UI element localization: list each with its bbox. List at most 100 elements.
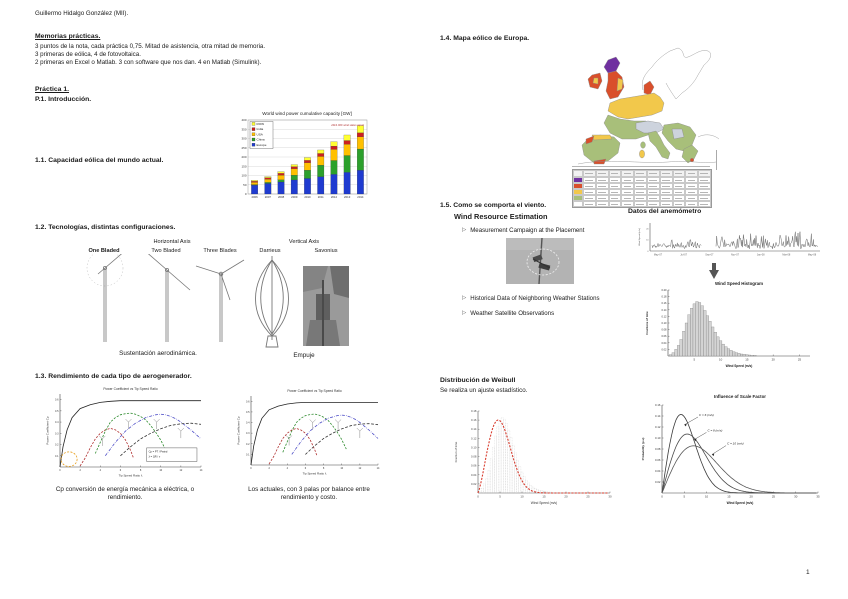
legend-cell — [672, 177, 686, 183]
legend-color-swatch — [573, 177, 583, 183]
legend-cell — [685, 170, 699, 177]
author-line: Guillermo Hidalgo González (MII). — [35, 10, 129, 17]
legend-color-swatch — [573, 201, 583, 207]
svg-text:10: 10 — [520, 495, 524, 499]
svg-text:6: 6 — [120, 469, 122, 472]
svg-text:2: 2 — [268, 467, 270, 470]
svg-text:25: 25 — [798, 358, 802, 362]
svg-text:Jul-07: Jul-07 — [680, 254, 687, 257]
svg-text:0.12: 0.12 — [655, 425, 661, 429]
memorias-line-2: 3 primeras de eólica, 4 de fotovoltaica. — [35, 51, 141, 58]
memorias-line-1: 3 puntos de la nota, cada práctica 0,75.… — [35, 43, 266, 50]
svg-text:World wind power cumulative ca: World wind power cumulative capacity [GW… — [262, 111, 352, 116]
svg-text:C = 10 (m/s): C = 10 (m/s) — [727, 442, 744, 446]
svg-text:20: 20 — [564, 495, 568, 499]
svg-text:Jan-08: Jan-08 — [757, 254, 765, 257]
section-1-5-heading: 1.5. Como se comporta el viento. — [440, 202, 547, 209]
legend-cell — [698, 195, 711, 201]
map-legend-caption — [572, 165, 710, 167]
legend-cell — [659, 170, 673, 177]
svg-text:0.14: 0.14 — [655, 414, 661, 418]
svg-text:14: 14 — [200, 469, 203, 472]
svg-text:2009: 2009 — [291, 195, 298, 199]
legend-color-swatch — [573, 189, 583, 195]
legend-cell — [595, 201, 609, 207]
legend-header-swatch — [573, 170, 583, 177]
practica-title: Práctica 1. — [35, 86, 70, 93]
svg-text:0.14: 0.14 — [471, 427, 477, 431]
svg-text:10: 10 — [340, 467, 343, 470]
legend-cell — [608, 189, 622, 195]
down-arrow-icon — [709, 263, 719, 279]
svg-text:150: 150 — [241, 164, 246, 168]
svg-text:14: 14 — [377, 467, 380, 470]
svg-text:250: 250 — [241, 146, 246, 150]
turbine-diagrams — [86, 254, 349, 348]
svg-text:May-07: May-07 — [654, 254, 663, 257]
svg-text:0.06: 0.06 — [471, 464, 477, 468]
svg-text:10: 10 — [646, 240, 649, 242]
svg-text:Wind Speed (m/s): Wind Speed (m/s) — [727, 501, 754, 505]
svg-text:0.1: 0.1 — [246, 453, 250, 456]
turbine-icon — [125, 418, 132, 430]
svg-text:30: 30 — [608, 495, 612, 499]
svg-text:0.06: 0.06 — [655, 458, 661, 462]
turbine-icon — [99, 435, 106, 446]
one-bladed-turbine-drawing — [86, 254, 124, 342]
legend-cell — [698, 183, 711, 189]
svg-text:0.08: 0.08 — [655, 447, 661, 451]
svg-text:0.06: 0.06 — [661, 334, 667, 338]
svg-text:0: 0 — [661, 495, 663, 499]
svg-text:0: 0 — [477, 495, 479, 499]
section-1-3-heading: 1.3. Rendimiento de cada tipo de aerogen… — [35, 373, 192, 380]
svg-text:Power Coefficient Cp: Power Coefficient Cp — [46, 416, 50, 444]
svg-text:2014 JRC wind status report: 2014 JRC wind status report — [330, 123, 364, 127]
svg-text:0.16: 0.16 — [661, 301, 667, 305]
legend-cell — [634, 177, 647, 183]
turbine-icon — [177, 427, 185, 439]
page-number: 1 — [806, 569, 810, 576]
svg-text:Tip Speed Ratio λ: Tip Speed Ratio λ — [119, 474, 143, 478]
map-denmark — [643, 80, 655, 96]
map-balkans-inner — [671, 128, 685, 140]
map-credit-text — [716, 150, 717, 170]
memorias-title: Memorias prácticas. — [35, 33, 101, 40]
svg-text:0.10: 0.10 — [471, 445, 477, 449]
svg-text:50: 50 — [243, 183, 247, 187]
map-blacksea-coast — [697, 134, 720, 140]
weibull-fit-chart: 0.02 0.04 0.06 0.08 0.10 0.12 0.14 0.16 0.18 0 5 10… — [454, 409, 612, 505]
slide-bullet-3-text: Weather Satellite Observations — [470, 310, 555, 317]
legend-cell — [634, 189, 647, 195]
map-iberia-north — [591, 134, 613, 141]
svg-text:8: 8 — [323, 467, 325, 470]
legend-cell — [621, 189, 635, 195]
bullet-arrow-icon: ▷ — [462, 295, 467, 301]
caption-cp-1: Cp conversión de energía mecánica a eléc… — [55, 486, 195, 493]
legend-cell — [647, 177, 660, 183]
svg-text:0.5: 0.5 — [55, 410, 59, 413]
svg-text:25: 25 — [586, 495, 590, 499]
svg-text:Mar-08: Mar-08 — [782, 254, 791, 257]
three-blades-label: Three Blades — [203, 248, 237, 254]
svg-text:2011: 2011 — [318, 195, 324, 199]
svg-text:0.4: 0.4 — [246, 422, 250, 425]
legend-cell — [583, 177, 596, 183]
savonius-photo — [303, 266, 349, 346]
slide-bullet-2-text: Historical Data of Neighboring Weather S… — [470, 295, 600, 302]
svg-text:Cp = PT / Pwind: Cp = PT / Pwind — [149, 449, 168, 453]
horizontal-axis-label: Horizontal Axis — [153, 239, 191, 245]
svg-text:0.5: 0.5 — [246, 411, 250, 414]
memorias-line-3: 2 primeras en Excel o Matlab. 3 con soft… — [35, 59, 262, 66]
svg-text:Wind Speed Histogram: Wind Speed Histogram — [715, 281, 763, 286]
svg-text:200: 200 — [241, 155, 246, 159]
svg-text:0.18: 0.18 — [661, 295, 667, 299]
svg-text:Power Coefficient Cp: Power Coefficient Cp — [237, 416, 241, 444]
svg-text:15: 15 — [727, 495, 731, 499]
slide-bullet-1-text: Measurement Campaign at the Placement — [470, 227, 585, 234]
svg-text:0.02: 0.02 — [471, 482, 477, 486]
svg-text:0.1: 0.1 — [55, 455, 59, 458]
svg-text:2008: 2008 — [278, 195, 285, 199]
map-legend-table — [572, 169, 712, 208]
svg-text:30: 30 — [794, 495, 798, 499]
